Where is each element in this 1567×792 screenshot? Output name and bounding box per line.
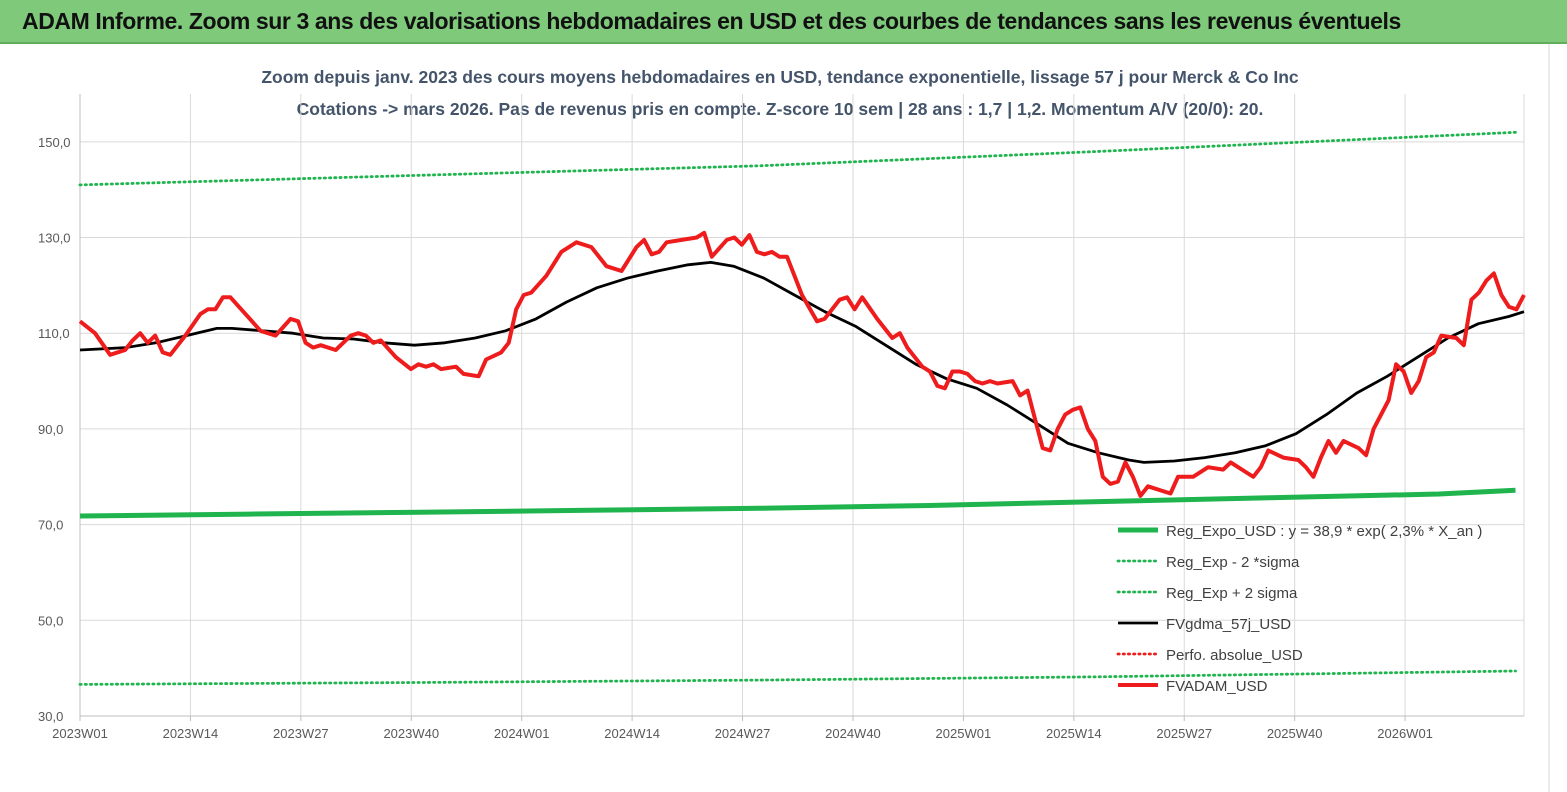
y-tick-label: 150,0 <box>38 135 71 150</box>
series-lines <box>78 130 1526 686</box>
chart-title-line-2: Cotations -> mars 2026. Pas de revenus p… <box>297 99 1264 119</box>
y-tick-label: 50,0 <box>38 613 63 628</box>
x-tick-label: 2026W01 <box>1377 726 1433 741</box>
legend-label: Reg_Exp + 2 sigma <box>1166 585 1298 602</box>
report-title: ADAM Informe. Zoom sur 3 ans des valoris… <box>22 8 1401 34</box>
x-tick-label: 2025W01 <box>936 726 992 741</box>
legend-label: Reg_Expo_USD : y = 38,9 * exp( 2,3% * X_… <box>1166 523 1482 540</box>
x-tick-label: 2025W27 <box>1156 726 1212 741</box>
series-line <box>79 260 1525 464</box>
legend-label: FVgdma_57j_USD <box>1166 616 1291 633</box>
series-line <box>79 487 1516 519</box>
legend: Reg_Expo_USD : y = 38,9 * exp( 2,3% * X_… <box>1116 523 1482 695</box>
x-tick-label: 2025W40 <box>1267 726 1323 741</box>
x-tick-label: 2023W27 <box>273 726 329 741</box>
x-tick-label: 2024W40 <box>825 726 881 741</box>
y-tick-label: 70,0 <box>38 518 63 533</box>
series-line <box>78 230 1526 498</box>
x-tick-label: 2024W27 <box>715 726 771 741</box>
legend-label: Perfo. absolue_USD <box>1166 647 1303 664</box>
legend-label: Reg_Exp - 2 *sigma <box>1166 554 1300 571</box>
x-tick-label: 2023W14 <box>163 726 219 741</box>
y-tick-label: 110,0 <box>38 326 70 341</box>
y-tick-label: 90,0 <box>38 422 63 437</box>
line-chart: Zoom depuis janv. 2023 des cours moyens … <box>0 44 1567 792</box>
series-line <box>78 130 1517 187</box>
y-tick-label: 130,0 <box>38 231 71 246</box>
axes: 30,0 50,0 70,0 90,0 110,0 130,0 150,0 2023W01 20… <box>38 94 1524 741</box>
y-tick-label: 30,0 <box>38 709 63 724</box>
x-tick-label: 2024W14 <box>604 726 660 741</box>
report-banner: ADAM Informe. Zoom sur 3 ans des valoris… <box>0 0 1567 44</box>
x-tick-label: 2025W14 <box>1046 726 1102 741</box>
x-tick-label: 2024W01 <box>494 726 550 741</box>
x-tick-label: 2023W01 <box>52 726 108 741</box>
legend-label: FVADAM_USD <box>1166 678 1268 695</box>
chart-title-line-1: Zoom depuis janv. 2023 des cours moyens … <box>261 67 1299 87</box>
gridlines <box>79 94 1525 716</box>
x-tick-label: 2023W40 <box>383 726 439 741</box>
chart-background <box>0 44 1567 792</box>
